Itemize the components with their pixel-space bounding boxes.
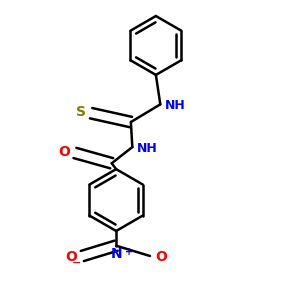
Text: S: S: [76, 105, 86, 119]
Text: NH: NH: [165, 99, 185, 112]
Text: N: N: [110, 247, 122, 261]
Text: +: +: [125, 247, 133, 256]
Text: O: O: [58, 145, 70, 159]
Text: NH: NH: [137, 142, 158, 155]
Text: −: −: [72, 257, 82, 268]
Text: O: O: [155, 250, 167, 265]
Text: O: O: [65, 250, 77, 265]
